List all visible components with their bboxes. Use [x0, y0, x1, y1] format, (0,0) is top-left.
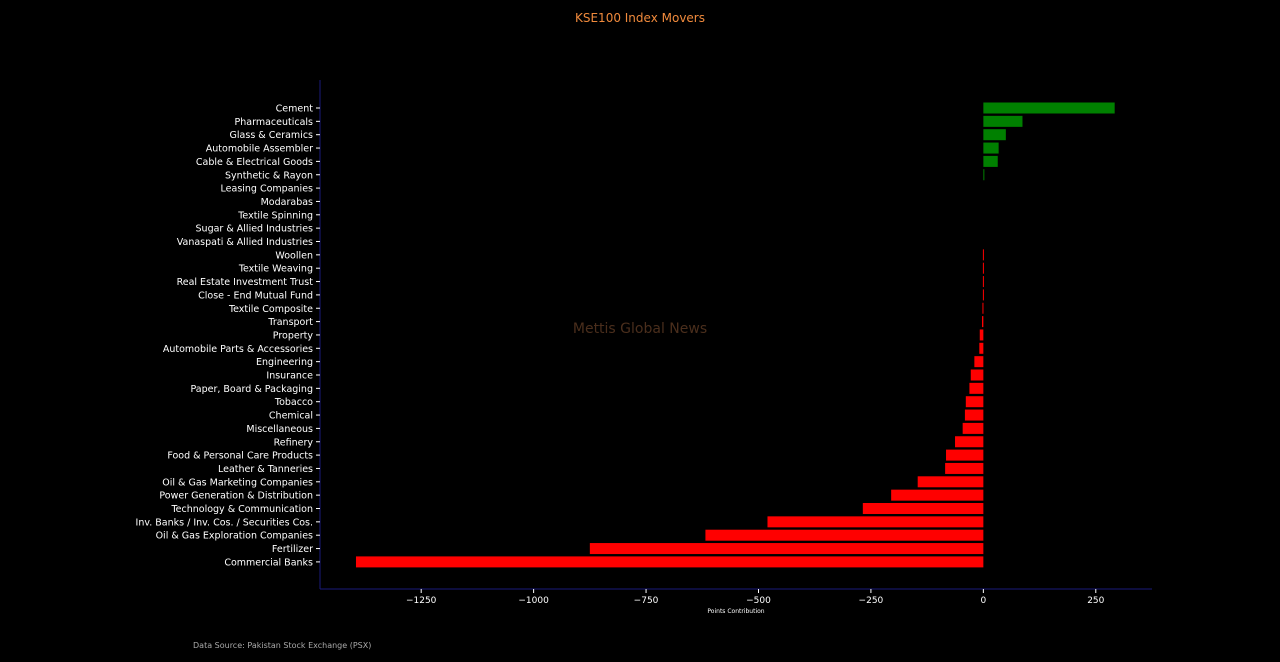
category-label: Fertilizer: [272, 544, 313, 555]
bar: [965, 396, 984, 408]
x-tick-label: −500: [746, 596, 771, 606]
category-label: Oil & Gas Marketing Companies: [162, 477, 313, 488]
bar: [983, 169, 985, 181]
category-label: Transport: [267, 317, 313, 328]
bar: [979, 329, 984, 341]
x-axis-label: Points Contribution: [707, 608, 764, 615]
category-label: Pharmaceuticals: [235, 117, 314, 128]
category-label: Textile Spinning: [237, 210, 313, 221]
category-label: Textile Weaving: [238, 264, 313, 275]
x-tick-label: −1250: [406, 596, 437, 606]
bar: [983, 155, 998, 167]
bar: [979, 342, 984, 354]
category-label: Leasing Companies: [221, 184, 314, 195]
bar: [945, 462, 984, 474]
chart-title: KSE100 Index Movers: [574, 11, 705, 25]
bar: [917, 476, 984, 488]
bar: [962, 422, 984, 434]
category-label: Oil & Gas Exploration Companies: [156, 531, 313, 542]
bar: [891, 489, 984, 501]
bar: [964, 409, 984, 421]
category-label: Power Generation & Distribution: [159, 491, 313, 502]
category-label: Sugar & Allied Industries: [196, 224, 314, 235]
bar: [705, 529, 984, 541]
category-label: Miscellaneous: [246, 424, 313, 435]
bar: [982, 276, 984, 288]
category-label: Commercial Banks: [224, 557, 313, 568]
x-tick-label: −750: [634, 596, 659, 606]
category-label: Modarabas: [261, 197, 313, 208]
category-label: Inv. Banks / Inv. Cos. / Securities Cos.: [136, 517, 313, 528]
category-label: Cable & Electrical Goods: [196, 157, 313, 168]
watermark: Mettis Global News: [572, 321, 708, 337]
category-label: Insurance: [266, 371, 313, 382]
category-label: Automobile Parts & Accessories: [163, 344, 313, 355]
bar: [767, 516, 984, 528]
bar: [946, 449, 984, 461]
bar: [982, 262, 984, 274]
category-label: Close - End Mutual Fund: [198, 290, 313, 301]
bar: [982, 249, 984, 261]
bar: [969, 382, 984, 394]
bar: [983, 142, 999, 154]
bar: [983, 102, 1115, 114]
category-label: Leather & Tanneries: [218, 464, 313, 475]
x-tick-label: 0: [980, 596, 986, 606]
category-label: Property: [273, 330, 314, 341]
bar: [862, 503, 984, 514]
category-label: Technology & Communication: [170, 504, 313, 515]
category-label: Engineering: [256, 357, 313, 368]
category-label: Woollen: [275, 250, 313, 261]
bar: [982, 316, 984, 328]
category-label: Textile Composite: [228, 304, 313, 315]
x-tick-label: −1000: [518, 596, 549, 606]
category-label: Paper, Board & Packaging: [190, 384, 313, 395]
x-tick-label: 250: [1087, 596, 1104, 606]
category-label: Automobile Assembler: [206, 144, 313, 155]
category-label: Glass & Ceramics: [230, 130, 313, 141]
bar: [974, 356, 984, 368]
category-label: Cement: [276, 104, 314, 115]
category-label: Tobacco: [274, 397, 313, 408]
category-label: Food & Personal Care Products: [167, 451, 313, 462]
x-tick-label: −250: [859, 596, 884, 606]
bar: [983, 129, 1006, 141]
category-label: Synthetic & Rayon: [225, 170, 313, 181]
bar: [982, 289, 984, 301]
bar: [970, 369, 984, 381]
bar: [355, 556, 984, 568]
bar: [955, 436, 984, 448]
category-label: Real Estate Investment Trust: [177, 277, 314, 288]
bar: [982, 302, 984, 314]
bar: [983, 115, 1023, 127]
category-label: Vanaspati & Allied Industries: [177, 237, 313, 248]
bar: [589, 543, 984, 555]
category-label: Chemical: [269, 411, 313, 422]
data-source-note: Data Source: Pakistan Stock Exchange (PS…: [193, 641, 372, 650]
category-label: Refinery: [274, 437, 314, 448]
